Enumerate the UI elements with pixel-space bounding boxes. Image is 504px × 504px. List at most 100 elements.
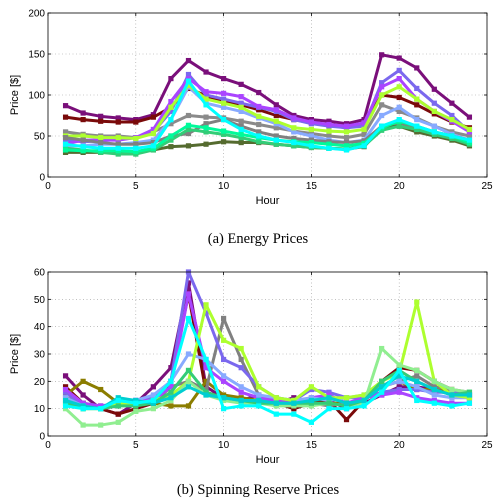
data-point: [308, 386, 314, 393]
data-point: [168, 137, 174, 143]
data-point: [133, 148, 139, 155]
data-point: [221, 139, 227, 145]
y-axis-label: Price [$]: [9, 334, 21, 374]
data-point: [238, 100, 244, 106]
data-point: [62, 395, 69, 401]
data-point: [343, 147, 350, 153]
data-point: [185, 57, 192, 64]
data-point: [291, 395, 297, 401]
data-point: [115, 419, 121, 425]
data-point: [431, 129, 437, 135]
data-point: [185, 315, 192, 322]
data-point: [449, 392, 455, 398]
data-point: [361, 395, 367, 401]
data-point: [168, 392, 174, 398]
data-point: [466, 389, 473, 395]
data-point: [326, 406, 332, 412]
data-point: [133, 141, 139, 147]
data-point: [203, 96, 209, 102]
y-tick-label: 50: [34, 132, 46, 143]
data-point: [466, 392, 473, 398]
data-point: [396, 378, 402, 384]
data-point: [273, 112, 279, 119]
data-point: [361, 126, 367, 133]
x-tick-label: 20: [394, 440, 406, 451]
data-point: [343, 406, 350, 412]
data-point: [62, 386, 69, 393]
data-point: [115, 395, 121, 401]
energy-series-7: [62, 82, 473, 142]
data-point: [343, 403, 350, 409]
data-point: [326, 145, 332, 151]
data-point: [168, 98, 174, 105]
data-point: [396, 123, 402, 129]
data-point: [203, 129, 209, 135]
data-point: [379, 52, 385, 58]
data-point: [185, 126, 192, 133]
data-point: [185, 71, 192, 78]
data-point: [431, 400, 437, 406]
data-point: [133, 119, 139, 125]
data-point: [326, 389, 332, 395]
data-point: [185, 403, 192, 409]
data-point: [361, 120, 367, 126]
data-point: [256, 392, 262, 398]
x-tick-label: 5: [133, 440, 139, 451]
data-point: [115, 397, 121, 404]
data-point: [326, 118, 332, 124]
data-point: [168, 395, 174, 401]
data-point: [115, 411, 121, 417]
data-point: [414, 378, 420, 384]
data-point: [115, 403, 121, 409]
x-tick-label: 10: [218, 181, 230, 192]
data-point: [238, 108, 244, 114]
data-point: [449, 389, 455, 395]
data-point: [273, 137, 279, 143]
data-point: [273, 133, 279, 139]
data-point: [343, 123, 350, 129]
data-point: [449, 403, 455, 409]
data-point: [414, 65, 420, 71]
data-point: [80, 422, 86, 428]
data-point: [203, 356, 209, 363]
data-point: [150, 139, 156, 146]
data-point: [308, 395, 314, 401]
data-point: [238, 131, 244, 137]
y-tick-label: 40: [34, 322, 46, 333]
data-point: [379, 378, 385, 384]
data-point: [185, 280, 192, 286]
data-point: [238, 345, 244, 352]
data-point: [80, 117, 86, 123]
data-point: [361, 397, 367, 404]
data-point: [414, 96, 420, 102]
data-point: [308, 403, 314, 409]
data-point: [379, 123, 385, 129]
data-point: [379, 112, 385, 119]
data-point: [133, 400, 139, 406]
data-point: [326, 121, 332, 128]
energy-series-12: [62, 78, 473, 153]
data-point: [98, 135, 104, 141]
data-point: [62, 129, 69, 135]
data-point: [221, 378, 227, 384]
data-point: [62, 147, 69, 153]
data-point: [221, 392, 227, 398]
data-point: [185, 351, 192, 357]
data-point: [238, 135, 244, 141]
data-point: [414, 397, 420, 404]
data-point: [291, 406, 297, 412]
data-point: [238, 397, 244, 404]
series-line: [65, 79, 470, 152]
data-point: [168, 76, 174, 82]
data-point: [343, 139, 350, 146]
series-line: [65, 83, 471, 140]
series-line: [65, 316, 470, 424]
data-point: [98, 403, 104, 409]
data-point: [80, 110, 86, 116]
y-tick-label: 0: [39, 432, 45, 443]
data-point: [62, 141, 69, 147]
data-point: [62, 103, 69, 109]
data-point: [80, 137, 86, 143]
data-point: [256, 113, 262, 119]
data-point: [185, 367, 192, 373]
